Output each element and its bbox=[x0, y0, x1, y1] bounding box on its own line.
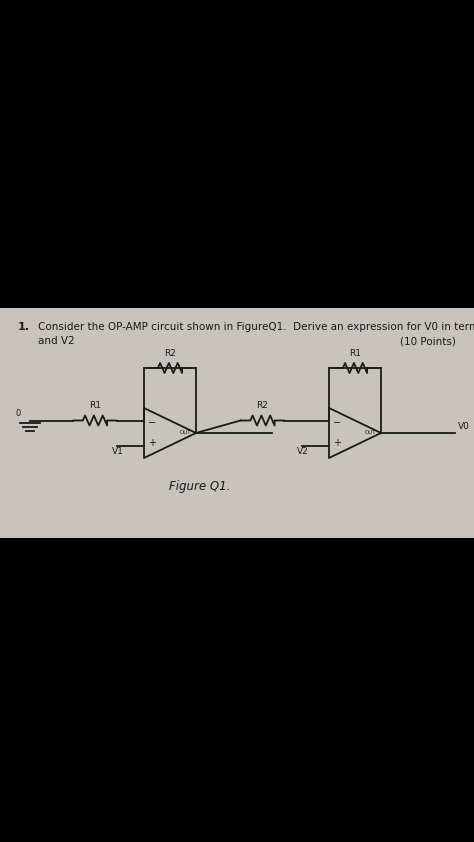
Text: OUT: OUT bbox=[180, 430, 192, 435]
Text: Figure Q1.: Figure Q1. bbox=[169, 480, 231, 493]
Text: V1: V1 bbox=[112, 447, 124, 456]
Bar bbox=[0, 308, 474, 538]
Text: R2: R2 bbox=[164, 349, 176, 358]
Text: +: + bbox=[148, 438, 156, 448]
Text: −: − bbox=[333, 418, 341, 428]
Text: 1.: 1. bbox=[18, 322, 30, 332]
Text: +: + bbox=[333, 438, 341, 448]
Text: V0: V0 bbox=[458, 422, 470, 431]
Text: R2: R2 bbox=[256, 402, 268, 411]
Text: V2: V2 bbox=[297, 447, 309, 456]
Text: Consider the OP-AMP circuit shown in FigureQ1.  Derive an expression for V0 in t: Consider the OP-AMP circuit shown in Fig… bbox=[38, 322, 474, 332]
Text: 0: 0 bbox=[15, 408, 21, 418]
Text: and V2: and V2 bbox=[38, 336, 74, 346]
Text: (10 Points): (10 Points) bbox=[400, 336, 456, 346]
Text: OUT: OUT bbox=[365, 430, 377, 435]
Text: R1: R1 bbox=[349, 349, 361, 358]
Text: −: − bbox=[148, 418, 156, 428]
Text: R1: R1 bbox=[89, 402, 101, 411]
